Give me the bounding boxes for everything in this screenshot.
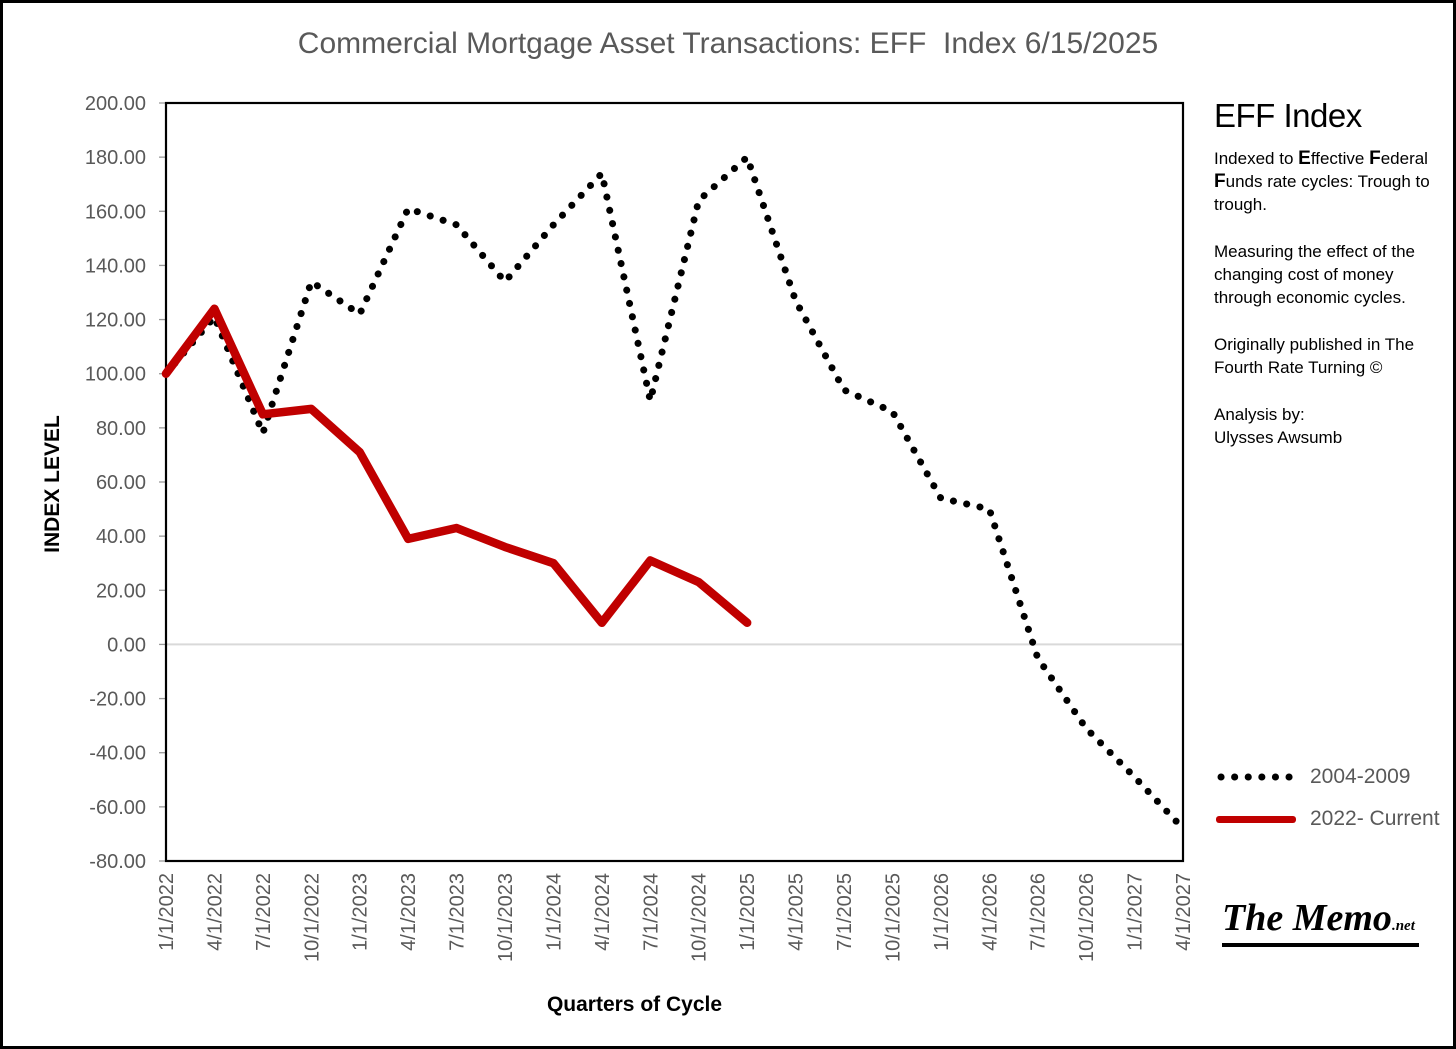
x-tick-label: 10/1/2023 (495, 873, 517, 962)
x-tick-label: 1/1/2024 (543, 873, 565, 951)
x-tick-label: 7/1/2023 (447, 873, 469, 951)
panel-heading: EFF Index (1214, 97, 1362, 134)
legend-label: 2004-2009 (1310, 765, 1411, 788)
x-tick-label: 10/1/2022 (301, 873, 323, 962)
side-panel: EFF Index Indexed to Effective Federal F… (1214, 97, 1434, 473)
brand-name: The Memo (1222, 897, 1392, 939)
brand-suffix: .net (1391, 918, 1415, 934)
panel-measuring-text: Measuring the effect of the changing cos… (1214, 242, 1415, 307)
x-axis-title: Quarters of Cycle (547, 993, 722, 1016)
series-line-solid (161, 304, 752, 628)
y-tick-label: 40.00 (96, 526, 146, 548)
y-tick-label: 20.00 (96, 580, 146, 602)
panel-analysis-text: Analysis by: Ulysses Awsumb (1214, 405, 1343, 447)
x-tick-label: 7/1/2025 (834, 873, 856, 951)
y-tick-label: 140.00 (85, 255, 146, 277)
x-tick-label: 4/1/2024 (592, 873, 614, 951)
x-tick-label: 4/1/2023 (398, 873, 420, 951)
x-tick-label: 1/1/2026 (931, 873, 953, 951)
x-tick-label: 7/1/2024 (640, 873, 662, 951)
y-tick-label: 60.00 (96, 472, 146, 494)
panel-indexed-text: Indexed to Effective Federal Funds rate … (1214, 148, 1430, 214)
y-tick-label: -20.00 (89, 689, 146, 711)
y-tick-label: 180.00 (85, 147, 146, 169)
x-tick-label: 1/1/2023 (350, 873, 372, 951)
legend-entry-2022-current: 2022- Current (1216, 807, 1446, 831)
plot-border (164, 101, 1185, 863)
dotted-line-sample (1217, 773, 1299, 781)
x-tick-label: 1/1/2027 (1125, 873, 1147, 951)
the-memo-logo: The Memo.net (1222, 896, 1419, 947)
x-tick-label: 4/1/2022 (204, 873, 226, 951)
y-tick-label: -60.00 (89, 797, 146, 819)
y-tick-label: -80.00 (89, 851, 146, 873)
solid-line-sample (1216, 815, 1296, 823)
y-tick-label: 80.00 (96, 418, 146, 440)
y-tick-label: 0.00 (107, 634, 146, 656)
x-tick-label: 10/1/2026 (1076, 873, 1098, 962)
plot-area: 200.00 180.00 160.00 140.00 120.00 100.00 80.0… (41, 93, 1195, 1016)
x-tick-label: 7/1/2026 (1028, 873, 1050, 951)
panel-published-text: Originally published in The Fourth Rate … (1214, 335, 1415, 377)
y-axis-title: INDEX LEVEL (41, 415, 64, 553)
x-tick-label: 1/1/2025 (737, 873, 759, 951)
y-tick-label: 200.00 (85, 93, 146, 115)
chart-title: Commercial Mortgage Asset Transactions: … (297, 27, 1159, 60)
y-tick-label: -40.00 (89, 743, 146, 765)
x-tick-label: 10/1/2024 (689, 873, 711, 962)
legend-entry-2004-2009: 2004-2009 (1216, 765, 1446, 789)
y-tick-label: 100.00 (85, 364, 146, 386)
x-tick-label: 4/1/2025 (786, 873, 808, 951)
x-tick-label: 10/1/2025 (882, 873, 904, 962)
x-tick-label: 1/1/2022 (156, 873, 178, 951)
solid-line-swatch-icon (1216, 815, 1300, 823)
y-tick-label: 160.00 (85, 201, 146, 223)
line-chart: 200.00 180.00 160.00 140.00 120.00 100.00 80.0… (41, 93, 1195, 1016)
x-tick-label: 4/1/2026 (979, 873, 1001, 951)
y-tick-label: 120.00 (85, 310, 146, 332)
x-tick-label: 7/1/2022 (253, 873, 275, 951)
dotted-line-swatch-icon (1216, 771, 1300, 783)
legend-label: 2022- Current (1310, 807, 1440, 830)
x-tick-label: 4/1/2027 (1173, 873, 1195, 951)
series-line-dotted (162, 153, 1187, 833)
